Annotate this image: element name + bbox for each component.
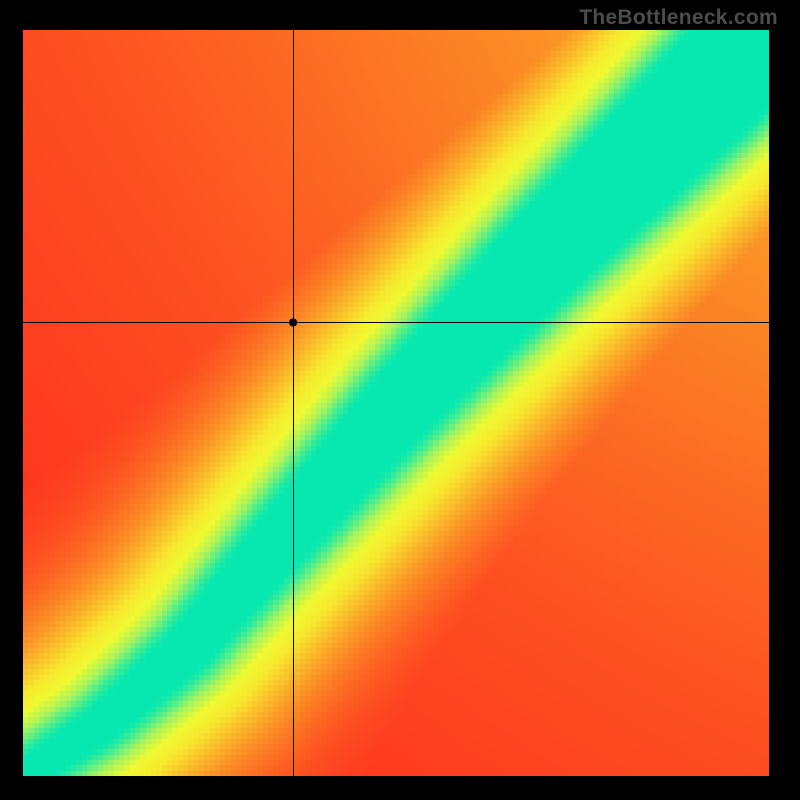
chart-container: TheBottleneck.com — [0, 0, 800, 800]
heatmap-canvas — [23, 30, 769, 776]
watermark-text: TheBottleneck.com — [579, 6, 778, 30]
